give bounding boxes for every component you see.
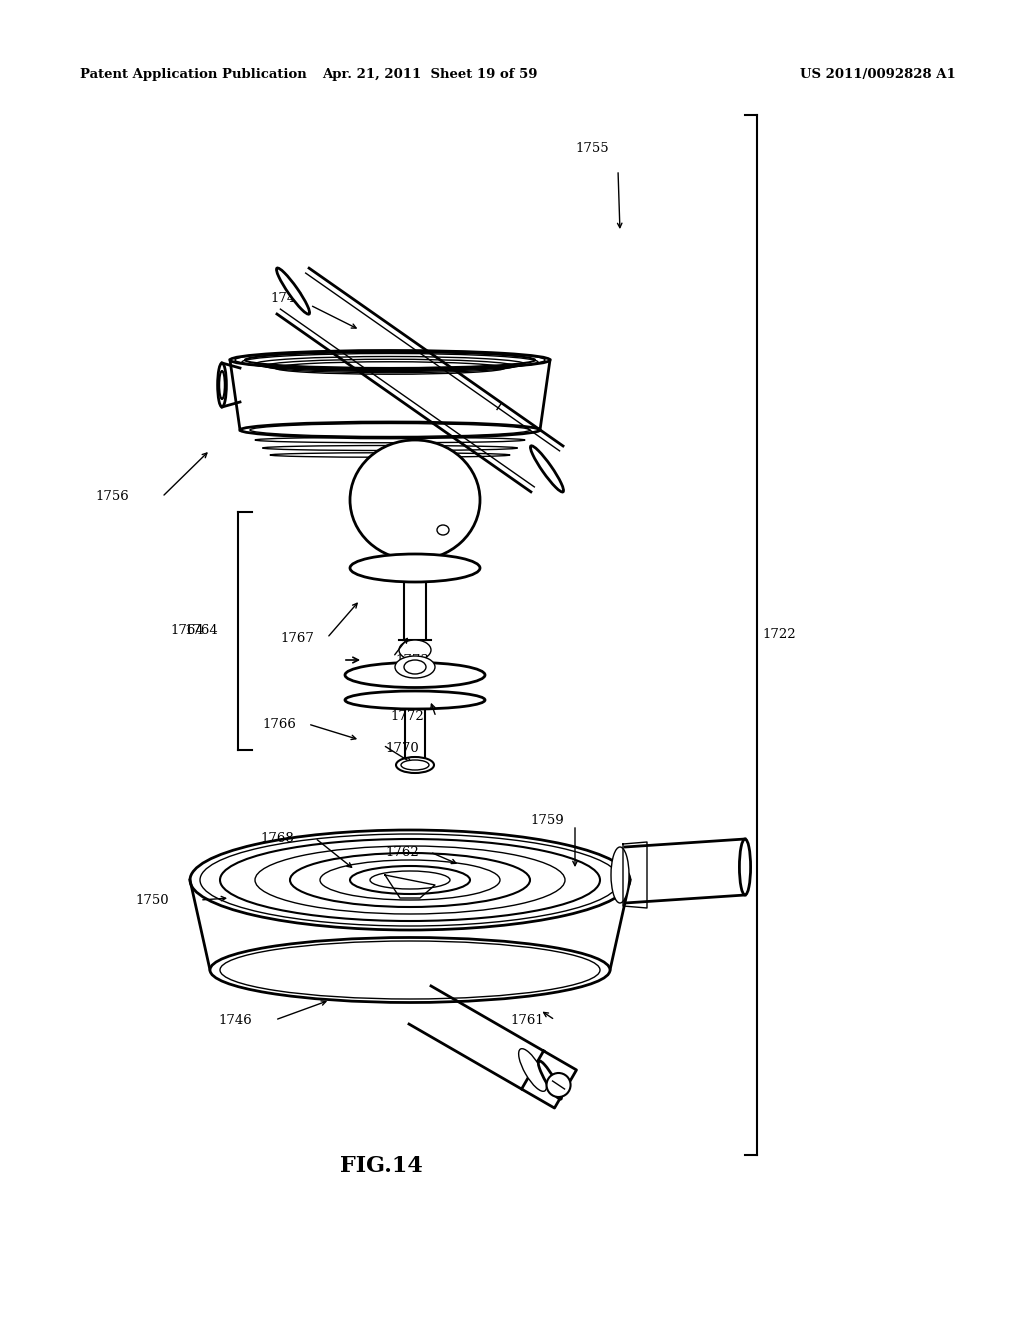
- Text: FIG.14: FIG.14: [340, 1155, 423, 1177]
- Ellipse shape: [200, 834, 620, 927]
- Ellipse shape: [319, 861, 500, 900]
- Text: 1746: 1746: [218, 1014, 252, 1027]
- Ellipse shape: [290, 853, 530, 907]
- Text: 1773: 1773: [395, 653, 429, 667]
- Text: 1756: 1756: [95, 491, 129, 503]
- Text: 1755: 1755: [575, 141, 608, 154]
- Ellipse shape: [401, 760, 429, 770]
- Ellipse shape: [518, 1048, 547, 1092]
- Ellipse shape: [219, 371, 225, 399]
- Ellipse shape: [190, 830, 630, 931]
- Text: 1768: 1768: [260, 832, 294, 845]
- Ellipse shape: [276, 268, 309, 314]
- Ellipse shape: [396, 756, 434, 774]
- Text: Patent Application Publication: Patent Application Publication: [80, 69, 307, 81]
- Ellipse shape: [350, 554, 480, 582]
- Ellipse shape: [210, 937, 610, 1002]
- Text: 1761: 1761: [510, 1014, 544, 1027]
- Ellipse shape: [217, 363, 226, 407]
- Text: 1764: 1764: [170, 623, 204, 636]
- Ellipse shape: [345, 690, 485, 709]
- Ellipse shape: [345, 663, 485, 688]
- Text: 1744: 1744: [270, 292, 304, 305]
- Ellipse shape: [350, 866, 470, 894]
- Text: 1722: 1722: [762, 628, 796, 642]
- Text: Apr. 21, 2011  Sheet 19 of 59: Apr. 21, 2011 Sheet 19 of 59: [323, 69, 538, 81]
- Text: 1767: 1767: [280, 631, 314, 644]
- Ellipse shape: [404, 660, 426, 675]
- Text: 1759: 1759: [530, 813, 564, 826]
- Ellipse shape: [530, 446, 563, 492]
- Ellipse shape: [611, 847, 629, 903]
- Ellipse shape: [399, 640, 431, 660]
- Ellipse shape: [350, 440, 480, 560]
- Text: 1772: 1772: [390, 710, 424, 723]
- Text: 1770: 1770: [385, 742, 419, 755]
- Ellipse shape: [395, 656, 435, 678]
- Ellipse shape: [739, 840, 751, 895]
- Ellipse shape: [547, 1073, 570, 1097]
- Text: 1766: 1766: [262, 718, 296, 730]
- Text: 1762: 1762: [385, 846, 419, 858]
- Ellipse shape: [255, 846, 565, 913]
- Ellipse shape: [220, 941, 600, 999]
- Text: 1764: 1764: [184, 624, 218, 638]
- Text: 1750: 1750: [135, 894, 169, 907]
- Ellipse shape: [539, 1061, 561, 1100]
- Ellipse shape: [370, 871, 450, 888]
- Ellipse shape: [220, 840, 600, 921]
- Text: US 2011/0092828 A1: US 2011/0092828 A1: [800, 69, 955, 81]
